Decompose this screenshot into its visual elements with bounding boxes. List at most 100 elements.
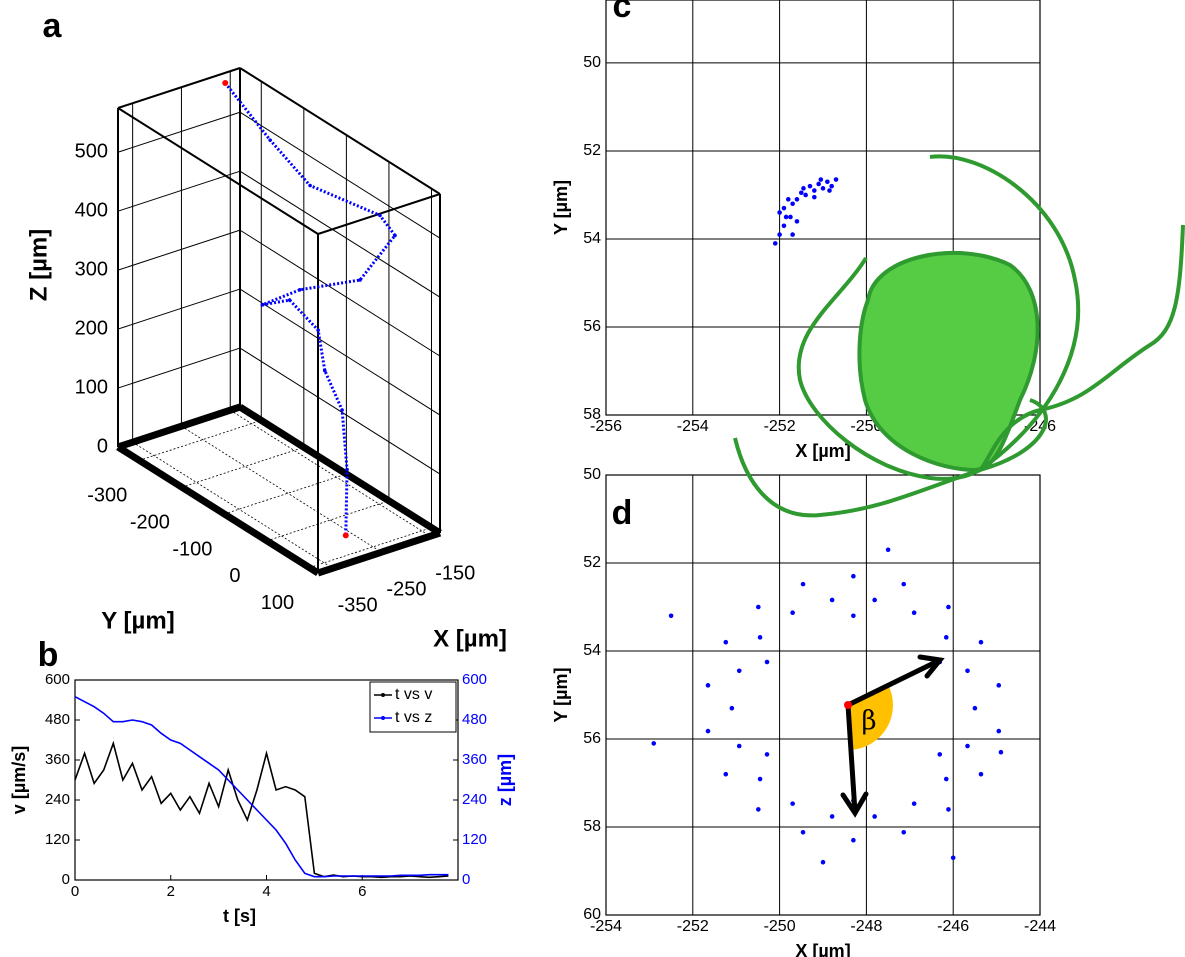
scatter-point — [668, 613, 674, 619]
y-tick-label: 360 — [45, 751, 70, 768]
scatter-point — [723, 771, 729, 777]
scatter-point — [757, 635, 763, 640]
legend-box — [369, 681, 457, 733]
y-tick-label: 54 — [583, 230, 601, 247]
scatter-point — [794, 219, 800, 224]
scatter-point — [996, 683, 1002, 688]
plot-frame — [605, 474, 1041, 916]
scatter-point — [851, 837, 856, 843]
scatter-point — [651, 741, 657, 746]
legend-label: t vs v — [395, 686, 432, 703]
y-tick-label: 600 — [45, 671, 70, 688]
y-axis-label: v [µm/s] — [9, 746, 29, 814]
scatter-point — [790, 201, 795, 207]
y-tick-label: 58 — [583, 818, 601, 835]
arrow — [845, 658, 941, 708]
x-axis-label: X [µm] — [433, 625, 507, 652]
scatter-point — [799, 190, 804, 196]
trajectory-point — [358, 278, 362, 282]
scatter-point — [911, 610, 917, 616]
grid-line — [117, 170, 241, 212]
grid-line — [309, 527, 432, 569]
scatter-point — [820, 859, 826, 865]
x-tick-label: -246 — [937, 918, 969, 935]
y2-tick-label: 360 — [462, 751, 487, 768]
scatter-point — [885, 547, 891, 553]
scatter-point — [978, 639, 984, 645]
y-tick-label: 50 — [583, 466, 601, 483]
scatter-point — [756, 807, 761, 812]
legend-marker — [381, 716, 385, 720]
trajectory-endpoint — [222, 80, 229, 87]
scatter-point — [816, 181, 821, 187]
x-axis-label: X [µm] — [795, 941, 850, 957]
scatter-point — [801, 186, 806, 191]
cell-overlay: β — [733, 154, 1185, 818]
grid-line — [117, 288, 241, 330]
trajectory — [224, 82, 397, 536]
scatter-point — [812, 188, 817, 193]
scatter-point — [901, 829, 907, 835]
grid-line — [239, 347, 441, 475]
x-tick-label: -250 — [386, 578, 426, 600]
trajectory-point — [340, 408, 344, 412]
y-tick-label: 52 — [583, 142, 601, 159]
x-tick-label: -350 — [338, 594, 378, 616]
y2-tick-label: 0 — [462, 871, 470, 888]
y-tick-label: 480 — [45, 711, 70, 728]
grid-line — [181, 446, 304, 488]
scatter-point — [820, 186, 826, 191]
y-axis-label: Y [µm] — [101, 607, 174, 634]
z-tick-label: 200 — [75, 317, 108, 339]
scatter-point — [705, 683, 711, 688]
trajectory-point — [393, 233, 397, 238]
x-tick-label: -254 — [677, 418, 709, 435]
cell-body — [857, 251, 1040, 473]
trajectory-point — [308, 183, 312, 188]
z-tick-label: 500 — [75, 140, 108, 162]
scatter-point — [965, 668, 970, 674]
y-tick-label: 56 — [583, 730, 601, 747]
y2-axis-label: z [µm] — [495, 754, 515, 806]
grid-line — [239, 170, 441, 298]
arrow-head — [840, 791, 869, 818]
scatter-point — [772, 241, 778, 246]
z-tick-label: 400 — [75, 199, 108, 221]
grid-line — [132, 441, 333, 569]
x-tick-label: -244 — [1024, 918, 1056, 935]
scatter-point — [996, 728, 1002, 734]
legend-marker — [381, 693, 385, 697]
x-tick-label: -254 — [590, 918, 622, 935]
arrow — [845, 702, 858, 815]
y-tick-label: 58 — [583, 406, 601, 423]
x-tick-label: 2 — [167, 883, 175, 900]
grid-line — [117, 347, 241, 389]
floor-edge — [238, 404, 442, 536]
y-tick-label: 56 — [583, 318, 601, 335]
scatter-point — [829, 814, 835, 819]
trajectory-point — [345, 467, 349, 472]
y-tick-label: -300 — [87, 485, 127, 507]
scatter-point — [723, 639, 729, 645]
x-tick-label: 4 — [262, 883, 270, 900]
grid-line — [266, 500, 390, 542]
panel-label: a — [43, 7, 63, 45]
scatter-point — [794, 197, 800, 202]
scatter-point — [729, 705, 735, 711]
box-edge — [117, 107, 319, 235]
scatter-point — [818, 177, 824, 182]
protrusion — [733, 437, 981, 518]
y2-tick-label: 480 — [462, 711, 487, 728]
scatter-point — [705, 728, 711, 734]
scatter-point — [788, 214, 793, 220]
scatter-point — [911, 801, 917, 806]
series-line — [74, 695, 449, 878]
scatter-point — [807, 183, 813, 189]
x-tick-label: -252 — [764, 418, 796, 435]
scatter-point — [781, 223, 787, 229]
scatter-point — [972, 705, 978, 711]
grid-line — [239, 288, 441, 416]
scatter-point — [800, 829, 806, 835]
scatter-point — [946, 807, 951, 812]
